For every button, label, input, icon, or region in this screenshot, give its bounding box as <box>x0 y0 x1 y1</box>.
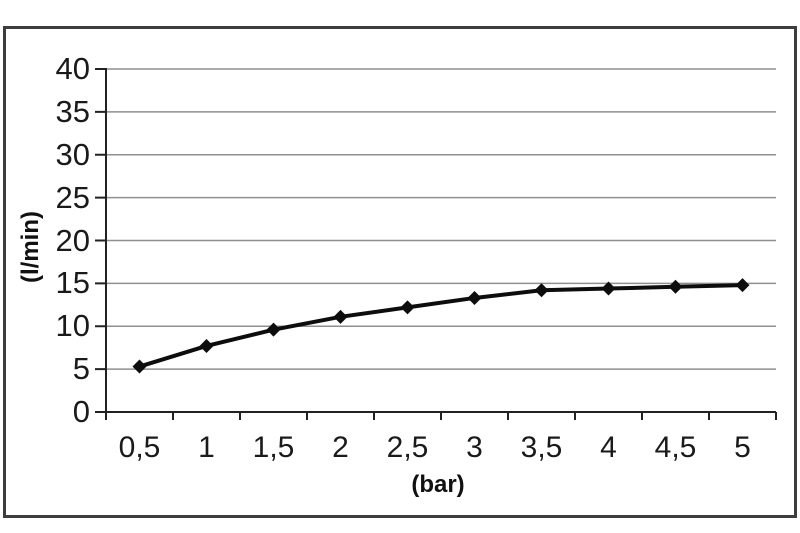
x-tick-label: 4,5 <box>654 431 697 464</box>
data-point-marker <box>333 309 348 324</box>
y-tick-label: 15 <box>55 265 90 301</box>
data-point-marker <box>735 278 750 293</box>
x-tick-label: 1 <box>198 431 215 464</box>
x-tick-label: 0,5 <box>118 431 161 464</box>
data-point-marker <box>534 283 549 298</box>
y-tick-label: 5 <box>72 351 90 387</box>
x-tick-label: 1,5 <box>252 431 295 464</box>
series-line <box>138 283 743 369</box>
y-tick-label: 25 <box>55 179 90 215</box>
x-tick-label: 3 <box>466 431 483 464</box>
x-axis-title: (bar) <box>411 471 465 498</box>
data-point-marker <box>467 290 482 305</box>
data-point-marker <box>132 359 147 374</box>
y-tick-label: 20 <box>55 222 90 258</box>
x-tick-label: 5 <box>734 431 751 464</box>
y-tick-label: 40 <box>55 51 90 86</box>
x-tick-label: 3,5 <box>520 431 563 464</box>
chart-frame <box>3 26 797 518</box>
y-tick-label: 0 <box>72 394 90 429</box>
y-tick-label: 35 <box>55 93 90 129</box>
data-point-marker <box>601 281 616 296</box>
x-tick-label: 2,5 <box>386 431 429 464</box>
x-tick-label: 2 <box>332 431 349 464</box>
data-point-marker <box>266 322 281 337</box>
y-tick-label: 10 <box>55 308 90 344</box>
x-tick-label: 4 <box>600 431 617 464</box>
data-point-marker <box>668 279 683 294</box>
data-point-marker <box>199 338 214 353</box>
y-axis-title: (l/min) <box>17 211 44 283</box>
data-point-marker <box>400 300 415 315</box>
y-tick-label: 30 <box>55 136 90 172</box>
